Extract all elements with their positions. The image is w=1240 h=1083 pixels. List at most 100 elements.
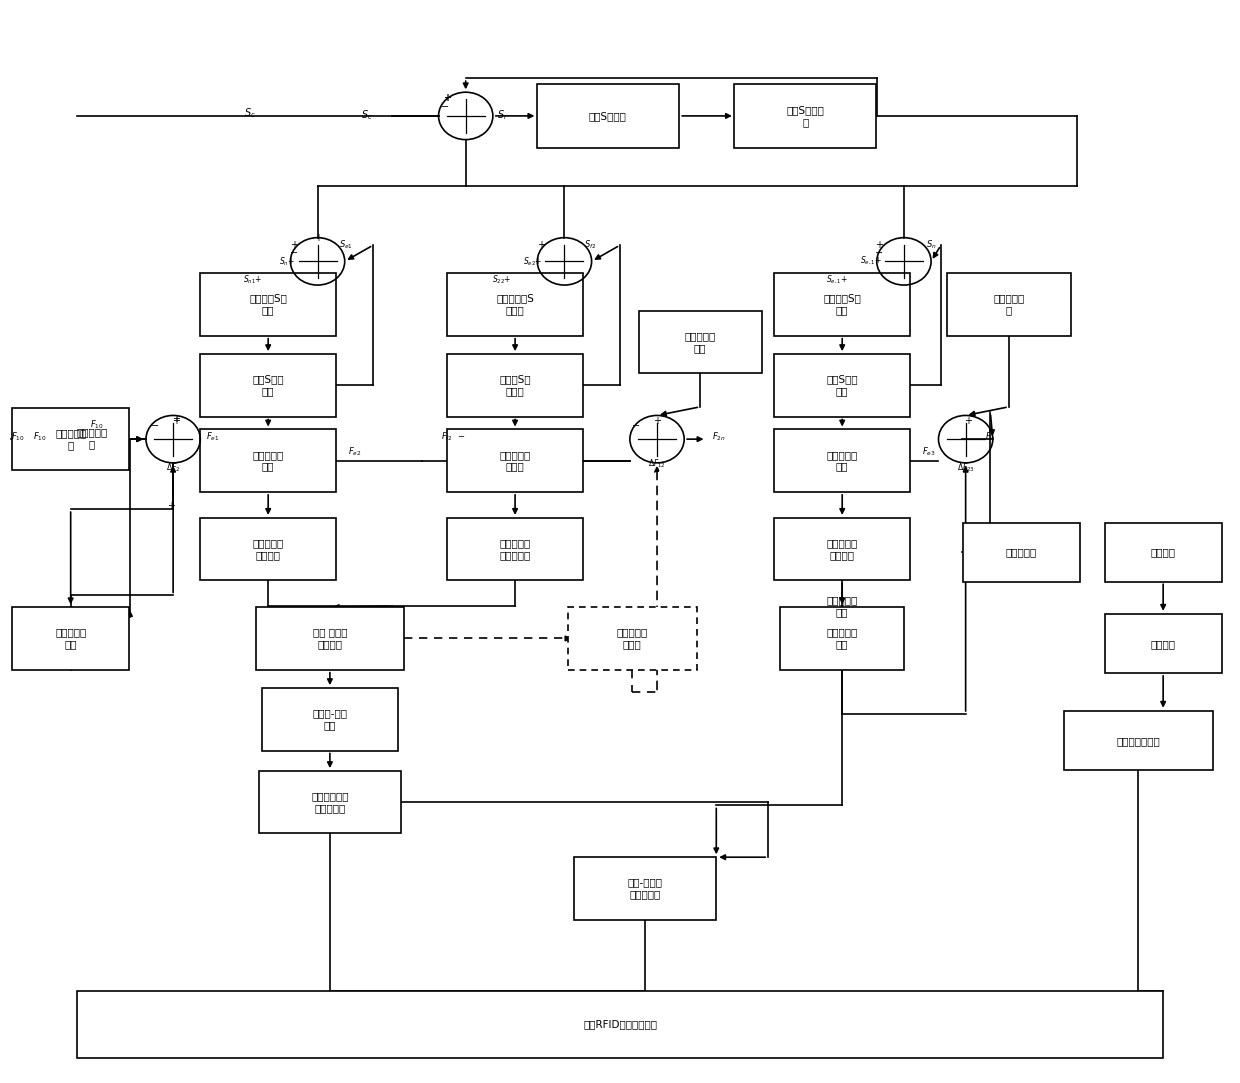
Text: +: +	[166, 500, 175, 510]
FancyBboxPatch shape	[262, 688, 398, 751]
Text: $\Delta F_2$: $\Delta F_2$	[166, 461, 180, 474]
FancyBboxPatch shape	[568, 608, 697, 669]
FancyBboxPatch shape	[962, 523, 1080, 582]
Text: +: +	[171, 414, 180, 423]
Text: $S_c$: $S_c$	[244, 106, 255, 119]
Text: 下层进料S辊
串机: 下层进料S辊 串机	[249, 293, 288, 315]
Text: $S_{e2}$+: $S_{e2}$+	[523, 256, 542, 268]
Text: 上层张力调
节量: 上层张力调 节量	[827, 628, 858, 650]
FancyBboxPatch shape	[1105, 523, 1221, 582]
Text: +: +	[314, 233, 321, 243]
Text: 上层张力调
节量: 上层张力调 节量	[827, 596, 858, 617]
FancyBboxPatch shape	[1064, 712, 1213, 770]
Text: 中间层-下层
复合: 中间层-下层 复合	[312, 708, 347, 730]
FancyBboxPatch shape	[448, 354, 583, 417]
FancyBboxPatch shape	[259, 771, 401, 834]
Text: $S_{e,1}$+: $S_{e,1}$+	[826, 274, 848, 286]
FancyBboxPatch shape	[774, 430, 910, 492]
FancyBboxPatch shape	[201, 354, 336, 417]
Text: $F_{10}$: $F_{10}$	[91, 419, 104, 431]
Text: 收放料张力: 收放料张力	[1006, 547, 1037, 558]
FancyBboxPatch shape	[448, 518, 583, 580]
Text: 卜复合层传感
器触发位置: 卜复合层传感 器触发位置	[311, 792, 348, 813]
FancyBboxPatch shape	[947, 273, 1070, 336]
Text: 上层张力控
制: 上层张力控 制	[993, 293, 1024, 315]
FancyBboxPatch shape	[639, 311, 761, 374]
Text: 下层张力控
制: 下层张力控 制	[76, 428, 108, 448]
FancyBboxPatch shape	[574, 857, 715, 919]
Text: +: +	[443, 92, 451, 103]
Text: 下层张力轴
测量: 下层张力轴 测量	[253, 449, 284, 471]
Text: $S_{22}$+: $S_{22}$+	[492, 273, 511, 286]
Text: 中间层S辊
编码器: 中间层S辊 编码器	[500, 375, 531, 396]
Text: 收料S辊串机: 收料S辊串机	[589, 110, 626, 121]
FancyBboxPatch shape	[12, 608, 129, 669]
Text: $F_{f2}$  −: $F_{f2}$ −	[441, 431, 465, 443]
Text: 上层传感器
触发位置: 上层传感器 触发位置	[827, 538, 858, 560]
Text: $S_{n}$: $S_{n}$	[926, 239, 936, 251]
Text: 中间层料给S
辊串机: 中间层料给S 辊串机	[496, 293, 534, 315]
FancyBboxPatch shape	[774, 273, 910, 336]
Text: $F_u$: $F_u$	[986, 431, 996, 443]
Text: +: +	[653, 416, 661, 426]
Text: +: +	[875, 240, 883, 250]
Text: +: +	[443, 92, 451, 103]
Text: $F_{2n}$: $F_{2n}$	[712, 431, 725, 443]
FancyBboxPatch shape	[77, 991, 1163, 1058]
Text: 下层S辊编
码器: 下层S辊编 码器	[253, 375, 284, 396]
Text: 上层张力轴
测量: 上层张力轴 测量	[827, 449, 858, 471]
Text: $\Delta F_{12}$: $\Delta F_{12}$	[649, 457, 666, 470]
Text: 力矩转换: 力矩转换	[1151, 639, 1176, 649]
FancyBboxPatch shape	[774, 518, 910, 580]
Text: −: −	[150, 421, 159, 431]
Text: $S_{e,1}$+: $S_{e,1}$+	[859, 256, 882, 268]
Text: $S_c$: $S_c$	[361, 108, 373, 121]
Text: 卷径计算: 卷径计算	[1151, 547, 1176, 558]
Text: $\Delta F_{23}$: $\Delta F_{23}$	[956, 461, 975, 474]
Text: 中间层张力
控制: 中间层张力 控制	[684, 331, 715, 353]
Text: 放料辊、收料辊: 放料辊、收料辊	[1116, 735, 1161, 746]
Text: +: +	[171, 416, 180, 426]
Text: $F_{e3}$: $F_{e3}$	[921, 446, 935, 458]
FancyBboxPatch shape	[201, 518, 336, 580]
Text: $F_{e2}$: $F_{e2}$	[347, 446, 361, 458]
FancyBboxPatch shape	[201, 430, 336, 492]
Text: +: +	[290, 240, 298, 250]
Text: 收料S辊编码
器: 收料S辊编码 器	[786, 105, 825, 127]
Text: $F_{10}$: $F_{10}$	[33, 431, 47, 443]
FancyBboxPatch shape	[201, 273, 336, 336]
Text: $S_r$: $S_r$	[497, 108, 508, 121]
Text: 下层张力控
制: 下层张力控 制	[55, 429, 87, 449]
FancyBboxPatch shape	[774, 354, 910, 417]
Text: $S_{n}$+: $S_{n}$+	[279, 256, 295, 268]
FancyBboxPatch shape	[448, 273, 583, 336]
Text: $F_{10}$: $F_{10}$	[11, 431, 25, 443]
Text: +: +	[537, 240, 546, 250]
Text: −: −	[440, 102, 449, 113]
Text: 中间层传感
器触发位置: 中间层传感 器触发位置	[500, 538, 531, 560]
FancyBboxPatch shape	[255, 608, 404, 669]
Text: 上层S辊编
码器: 上层S辊编 码器	[826, 375, 858, 396]
Text: 下层 中间层
位置偏差: 下层 中间层 位置偏差	[312, 628, 347, 650]
Text: 上层进料S辊
串机: 上层进料S辊 串机	[823, 293, 861, 315]
Text: −: −	[632, 421, 640, 431]
FancyBboxPatch shape	[448, 430, 583, 492]
FancyBboxPatch shape	[537, 83, 678, 148]
Text: $S_{n1}$+: $S_{n1}$+	[243, 273, 262, 286]
Text: 上层-卜复合
层位置偏差: 上层-卜复合 层位置偏差	[627, 877, 662, 899]
Text: −: −	[875, 248, 883, 258]
FancyBboxPatch shape	[780, 608, 904, 669]
Text: −: −	[290, 248, 298, 258]
FancyBboxPatch shape	[734, 83, 877, 148]
Text: $S_{f2}$: $S_{f2}$	[584, 239, 596, 251]
Text: $S_{e1}$: $S_{e1}$	[339, 239, 353, 251]
Text: 中间层张力
轴测量: 中间层张力 轴测量	[500, 449, 531, 471]
FancyBboxPatch shape	[12, 408, 129, 470]
Text: 下层张力调
节量: 下层张力调 节量	[55, 628, 87, 650]
Text: 柔性RFID标签卷绕复合: 柔性RFID标签卷绕复合	[583, 1019, 657, 1029]
Text: $F_{e1}$: $F_{e1}$	[206, 431, 219, 443]
Text: +: +	[965, 416, 972, 426]
Text: 下层传感器
触发位置: 下层传感器 触发位置	[253, 538, 284, 560]
Text: 中间层张力
调节量: 中间层张力 调节量	[616, 628, 649, 650]
FancyBboxPatch shape	[1105, 614, 1221, 674]
